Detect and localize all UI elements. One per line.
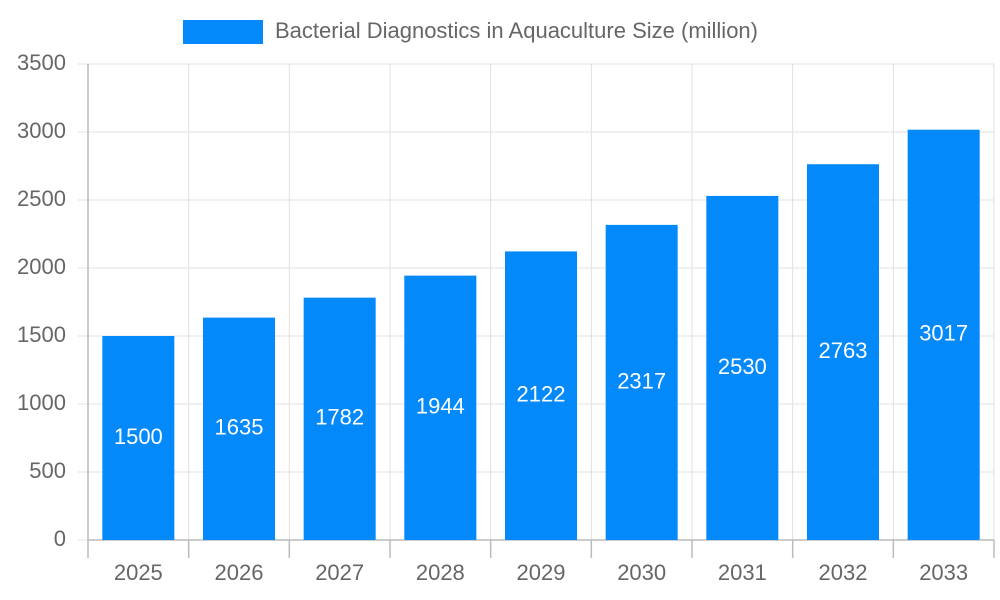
x-tick-label: 2030 (617, 560, 666, 585)
bar (102, 336, 175, 540)
y-tick-label: 2000 (17, 254, 66, 279)
bar (203, 317, 275, 540)
x-tick-label: 2025 (114, 560, 163, 585)
bar (907, 129, 980, 541)
legend-swatch (183, 20, 263, 44)
legend-label: Bacterial Diagnostics in Aquaculture Siz… (275, 18, 758, 43)
data-label: 2317 (617, 368, 666, 393)
y-tick-label: 500 (29, 458, 66, 483)
y-tick-label: 3000 (17, 118, 66, 143)
data-label: 1500 (114, 424, 163, 449)
x-tick-label: 2027 (315, 560, 364, 585)
bar (404, 275, 477, 540)
data-label: 2763 (819, 338, 868, 363)
data-label: 1635 (215, 415, 264, 440)
x-tick-label: 2032 (819, 560, 868, 585)
bar (605, 224, 678, 540)
x-tick-label: 2029 (517, 560, 566, 585)
y-tick-label: 1000 (17, 390, 66, 415)
x-tick-label: 2028 (416, 560, 465, 585)
data-label: 1782 (315, 405, 364, 430)
y-tick-label: 1500 (17, 322, 66, 347)
bar (807, 164, 879, 540)
y-tick-label: 3500 (17, 50, 66, 75)
bar (706, 195, 779, 541)
x-tick-label: 2031 (718, 560, 767, 585)
x-tick-label: 2026 (215, 560, 264, 585)
data-label: 2530 (718, 354, 767, 379)
y-tick-label: 0 (54, 526, 66, 551)
data-label: 2122 (517, 382, 566, 407)
data-label: 1944 (416, 394, 465, 419)
bar (505, 251, 577, 540)
x-tick-label: 2033 (919, 560, 968, 585)
y-tick-label: 2500 (17, 186, 66, 211)
data-label: 3017 (919, 321, 968, 346)
bar (303, 297, 376, 540)
